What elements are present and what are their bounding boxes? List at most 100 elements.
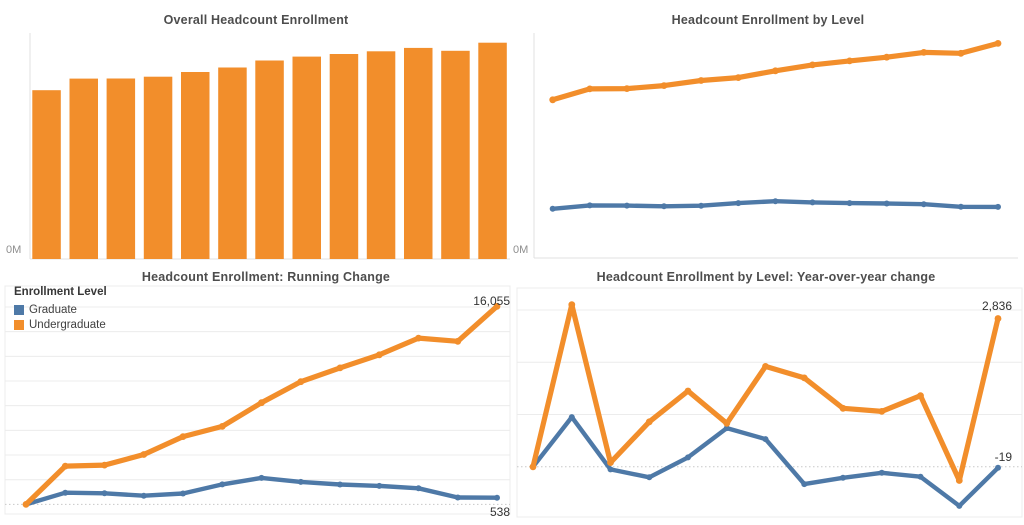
yoy-point-undergraduate-2[interactable] [607,459,614,466]
yoy-point-undergraduate-9[interactable] [878,408,886,415]
yoy-line-undergraduate[interactable] [530,302,1001,484]
yoy-point-graduate-5[interactable] [723,425,730,432]
yoy-point-graduate-4[interactable] [685,454,691,461]
overall-bar-12[interactable] [478,42,507,260]
running-point-undergraduate-10[interactable] [415,334,422,342]
yoy-point-graduate-8[interactable] [840,474,846,481]
overall-bar-6[interactable] [255,60,284,260]
by-level-point-undergraduate-5[interactable] [734,74,742,81]
running-point-graduate-8[interactable] [337,481,343,488]
running-point-undergraduate-3[interactable] [140,451,148,458]
by-level-point-graduate-3[interactable] [661,203,667,210]
by-level-point-undergraduate-1[interactable] [586,85,594,93]
running-point-graduate-5[interactable] [219,481,226,488]
by-level-point-undergraduate-4[interactable] [697,77,705,84]
by-level-point-undergraduate-6[interactable] [772,67,779,75]
running-point-undergraduate-9[interactable] [375,351,383,359]
overall-bar-9[interactable] [366,51,396,259]
yoy-point-graduate-10[interactable] [917,473,924,480]
by-level-point-undergraduate-8[interactable] [846,57,853,65]
overall-bar-7[interactable] [292,56,322,259]
running-point-undergraduate-4[interactable] [179,433,187,440]
yoy-point-undergraduate-10[interactable] [917,392,924,400]
running-point-graduate-3[interactable] [140,492,147,499]
running-point-graduate-7[interactable] [297,478,304,485]
by-level-point-undergraduate-12[interactable] [994,40,1002,47]
undergraduate-swatch-icon [14,319,24,330]
running-point-undergraduate-12[interactable] [493,302,501,310]
yoy-point-graduate-12[interactable] [995,464,1001,471]
yoy-point-undergraduate-3[interactable] [645,418,653,426]
yoy-point-undergraduate-7[interactable] [800,374,808,382]
by-level-point-undergraduate-3[interactable] [660,82,668,89]
by-level-point-graduate-9[interactable] [883,200,890,207]
yoy-point-graduate-6[interactable] [762,436,769,443]
running-point-graduate-4[interactable] [180,490,186,497]
running-point-undergraduate-8[interactable] [336,364,344,372]
yoy-point-undergraduate-1[interactable] [568,301,576,309]
running-point-graduate-12[interactable] [494,494,500,501]
graduate-swatch-icon [14,304,24,315]
legend-item-graduate[interactable]: Graduate [14,302,107,317]
running-point-graduate-1[interactable] [62,489,69,496]
overall-bar-10[interactable] [404,47,433,260]
overall-bar-4[interactable] [181,72,210,259]
yoy-point-undergraduate-8[interactable] [839,404,847,412]
by-level-point-undergraduate-11[interactable] [957,49,965,57]
running-point-undergraduate-2[interactable] [101,461,108,469]
by-level-point-undergraduate-10[interactable] [920,49,928,56]
yoy-point-graduate-7[interactable] [801,481,808,488]
running-point-undergraduate-5[interactable] [218,423,226,430]
overall-bar-3[interactable] [143,76,173,259]
running-point-undergraduate-0[interactable] [22,501,30,508]
overall-bar-2[interactable] [106,78,136,260]
running-point-undergraduate-7[interactable] [297,378,305,386]
running-point-undergraduate-1[interactable] [61,462,69,470]
running-line-graduate[interactable] [23,475,500,507]
by-level-point-graduate-12[interactable] [995,203,1001,210]
running-point-graduate-9[interactable] [376,482,383,489]
yoy-point-graduate-11[interactable] [956,502,963,509]
by-level-point-graduate-0[interactable] [549,205,556,212]
overall-bar-8[interactable] [329,54,359,259]
yoy-point-graduate-1[interactable] [568,414,575,421]
by-level-point-graduate-11[interactable] [957,203,964,210]
by-level-point-graduate-5[interactable] [735,200,742,207]
overall-y-axis-zero-tick: 0M [6,244,22,256]
overall-bar-1[interactable] [69,78,99,259]
by-level-point-undergraduate-2[interactable] [623,85,631,92]
running-point-undergraduate-6[interactable] [258,399,265,407]
yoy-point-graduate-2[interactable] [607,466,614,473]
running-change-title: Headcount Enrollment: Running Change [141,270,391,284]
running-point-graduate-11[interactable] [454,494,461,501]
overall-bar-11[interactable] [441,50,470,259]
overall-enrollment-title: Overall Headcount Enrollment [163,13,349,27]
running-point-undergraduate-11[interactable] [454,337,462,345]
by-level-point-graduate-7[interactable] [809,199,816,206]
yoy-point-undergraduate-0[interactable] [529,463,537,471]
running-change-undergraduate-end-label: 16,055 [473,294,510,308]
yoy-point-undergraduate-6[interactable] [762,363,769,370]
yoy-point-graduate-9[interactable] [878,469,885,476]
by-level-point-graduate-8[interactable] [846,200,853,207]
by-level-point-graduate-6[interactable] [772,198,779,205]
by-level-point-graduate-10[interactable] [920,201,927,208]
by-level-point-undergraduate-0[interactable] [549,96,557,104]
by-level-point-graduate-1[interactable] [586,202,593,209]
by-level-point-undergraduate-7[interactable] [809,61,816,69]
yoy-point-undergraduate-4[interactable] [684,387,692,395]
running-point-graduate-10[interactable] [415,485,422,492]
running-plot-border [4,285,511,515]
overall-bar-0[interactable] [32,90,61,259]
yoy-point-graduate-3[interactable] [646,474,653,481]
yoy-point-undergraduate-11[interactable] [955,477,963,484]
by-level-point-graduate-2[interactable] [623,202,630,209]
overall-bar-5[interactable] [218,67,247,260]
by-level-point-graduate-4[interactable] [698,202,705,209]
running-point-graduate-6[interactable] [258,474,265,481]
by-level-point-undergraduate-9[interactable] [883,53,891,61]
yoy-point-undergraduate-5[interactable] [723,420,731,427]
legend-item-undergraduate[interactable]: Undergraduate [14,317,107,332]
yoy-point-undergraduate-12[interactable] [994,315,1002,322]
running-point-graduate-2[interactable] [101,490,108,497]
